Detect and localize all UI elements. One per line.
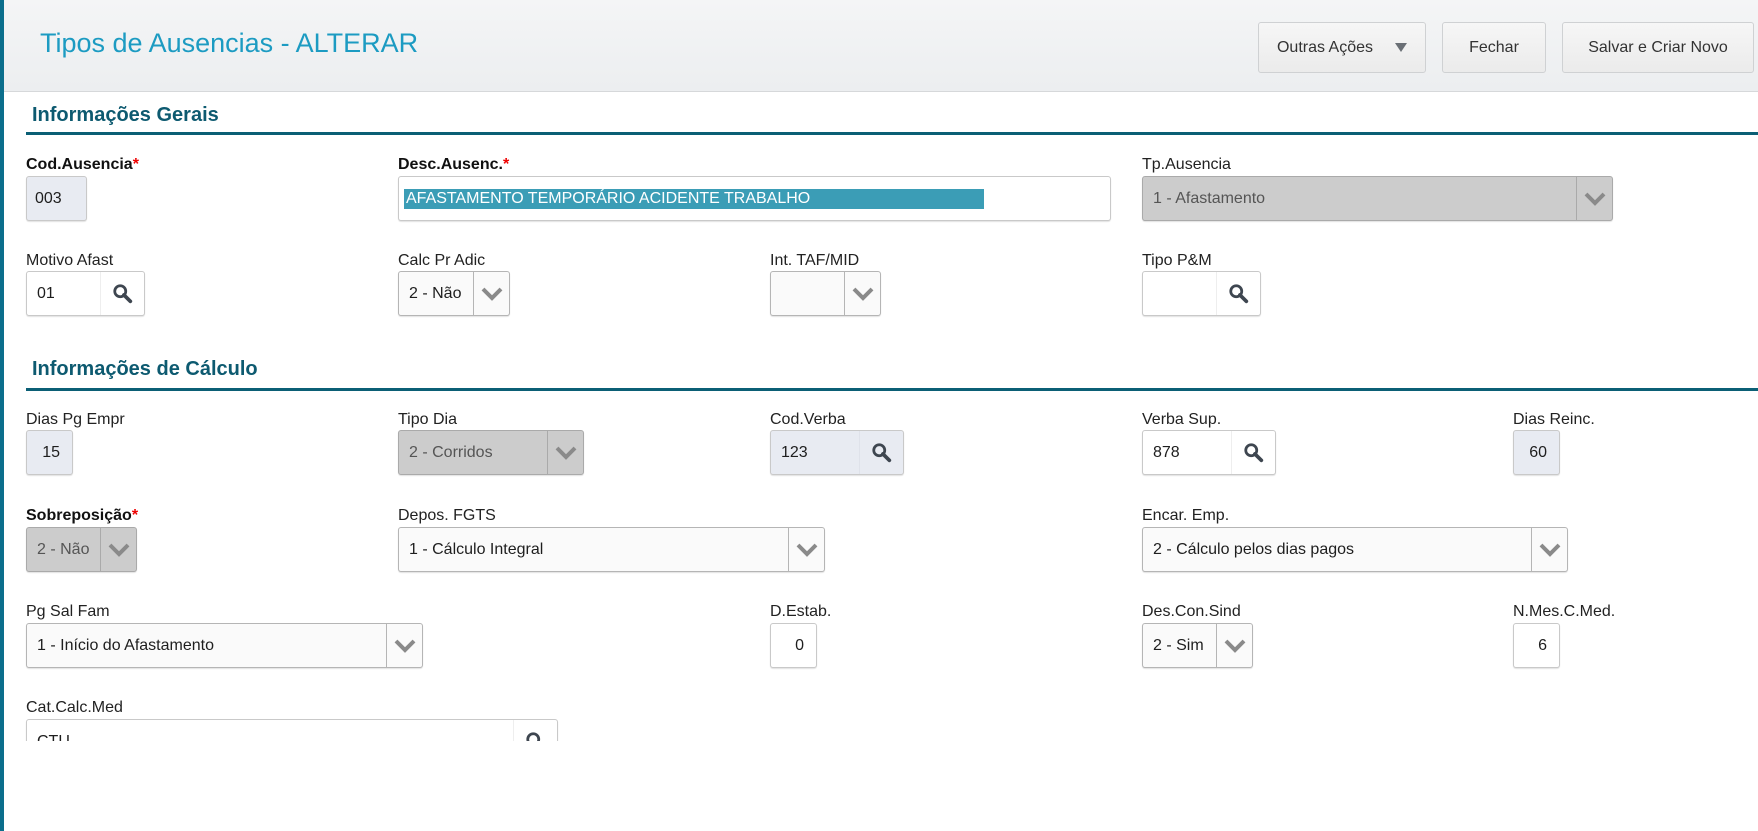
tipo-dia-select[interactable]: 2 - Corridos bbox=[398, 430, 584, 475]
chevron-down-icon[interactable] bbox=[386, 624, 422, 667]
motivo-afast-value: 01 bbox=[37, 285, 55, 302]
more-actions-label: Outras Ações bbox=[1276, 38, 1374, 56]
tp-ausencia-value: 1 - Afastamento bbox=[1153, 190, 1266, 207]
encar-emp-select[interactable]: 2 - Cálculo pelos dias pagos bbox=[1142, 527, 1568, 572]
des-con-sind-select[interactable]: 2 - Sim bbox=[1142, 623, 1253, 668]
section-title-calc: Informações de Cálculo bbox=[32, 358, 258, 380]
sobreposicao-value: 2 - Não bbox=[37, 541, 90, 558]
calc-pr-adic-value: 2 - Não bbox=[409, 285, 462, 302]
tipo-dia-value: 2 - Corridos bbox=[409, 444, 493, 461]
search-icon[interactable] bbox=[100, 272, 144, 315]
desc-ausenc-label: Desc.Ausenc.* bbox=[398, 156, 510, 173]
tp-ausencia-label: Tp.Ausencia bbox=[1142, 156, 1231, 173]
dias-reinc-label: Dias Reinc. bbox=[1513, 411, 1595, 428]
cat-calc-med-input[interactable]: CTU bbox=[26, 719, 558, 741]
close-button[interactable]: Fechar bbox=[1442, 22, 1546, 73]
desc-ausenc-input[interactable]: AFASTAMENTO TEMPORÁRIO ACIDENTE TRABALHO bbox=[398, 176, 1111, 221]
section-divider bbox=[26, 132, 1758, 135]
chevron-down-icon[interactable] bbox=[788, 528, 824, 571]
d-estab-label: D.Estab. bbox=[770, 603, 832, 620]
cod-ausencia-label: Cod.Ausencia* bbox=[26, 156, 139, 173]
motivo-afast-input[interactable]: 01 bbox=[26, 271, 145, 316]
search-icon[interactable] bbox=[1231, 431, 1275, 474]
chevron-down-icon[interactable] bbox=[547, 431, 583, 474]
form-content: Tipos de Ausencias - ALTERAR Outras Açõe… bbox=[4, 0, 1758, 741]
depos-fgts-value: 1 - Cálculo Integral bbox=[409, 541, 544, 558]
page-title: Tipos de Ausencias - ALTERAR bbox=[40, 28, 419, 58]
sobreposicao-label: Sobreposição* bbox=[26, 507, 139, 524]
pg-sal-fam-select[interactable]: 1 - Início do Afastamento bbox=[26, 623, 423, 668]
section-title-general: Informações Gerais bbox=[32, 104, 219, 126]
verba-sup-value: 878 bbox=[1153, 444, 1180, 461]
tp-ausencia-select[interactable]: 1 - Afastamento bbox=[1142, 176, 1613, 221]
selected-text: AFASTAMENTO TEMPORÁRIO ACIDENTE TRABALHO bbox=[404, 189, 984, 209]
motivo-afast-label: Motivo Afast bbox=[26, 252, 114, 269]
d-estab-value: 0 bbox=[795, 637, 804, 654]
int-taf-mid-select[interactable] bbox=[770, 271, 881, 316]
depos-fgts-select[interactable]: 1 - Cálculo Integral bbox=[398, 527, 825, 572]
chevron-down-icon[interactable] bbox=[1576, 177, 1612, 220]
dias-pg-empr-label: Dias Pg Empr bbox=[26, 411, 125, 428]
chevron-down-icon[interactable] bbox=[1216, 624, 1252, 667]
chevron-down-icon[interactable] bbox=[473, 272, 509, 315]
pg-sal-fam-label: Pg Sal Fam bbox=[26, 603, 110, 620]
tipo-pm-input[interactable] bbox=[1142, 271, 1261, 316]
sobreposicao-select[interactable]: 2 - Não bbox=[26, 527, 137, 572]
dias-reinc-field[interactable]: 60 bbox=[1513, 430, 1560, 475]
chevron-down-icon[interactable] bbox=[844, 272, 880, 315]
chevron-down-icon[interactable] bbox=[100, 528, 136, 571]
verba-sup-input[interactable]: 878 bbox=[1142, 430, 1276, 475]
n-mes-c-med-value: 6 bbox=[1538, 637, 1547, 654]
cat-calc-med-value: CTU bbox=[37, 720, 70, 741]
pg-sal-fam-value: 1 - Início do Afastamento bbox=[37, 637, 214, 654]
required-mark: * bbox=[131, 507, 139, 524]
dias-pg-empr-value: 15 bbox=[42, 444, 60, 461]
verba-sup-label: Verba Sup. bbox=[1142, 411, 1222, 428]
d-estab-input[interactable]: 0 bbox=[770, 623, 817, 668]
n-mes-c-med-label: N.Mes.C.Med. bbox=[1513, 603, 1616, 620]
tipo-dia-label: Tipo Dia bbox=[398, 411, 457, 428]
n-mes-c-med-input[interactable]: 6 bbox=[1513, 623, 1560, 668]
cod-verba-input[interactable]: 123 bbox=[770, 430, 904, 475]
search-icon[interactable] bbox=[513, 720, 557, 741]
save-and-new-button[interactable]: Salvar e Criar Novo bbox=[1562, 22, 1754, 73]
cat-calc-med-label: Cat.Calc.Med bbox=[26, 699, 123, 716]
encar-emp-label: Encar. Emp. bbox=[1142, 507, 1230, 524]
dias-reinc-value: 60 bbox=[1529, 444, 1547, 461]
required-mark: * bbox=[132, 156, 139, 173]
calc-pr-adic-label: Calc Pr Adic bbox=[398, 252, 486, 269]
calc-pr-adic-select[interactable]: 2 - Não bbox=[398, 271, 510, 316]
tipo-pm-label: Tipo P&M bbox=[1142, 252, 1212, 269]
section-divider bbox=[26, 388, 1758, 391]
more-actions-button[interactable]: Outras Ações bbox=[1258, 22, 1426, 73]
dias-pg-empr-field[interactable]: 15 bbox=[26, 430, 73, 475]
required-mark: * bbox=[502, 156, 510, 173]
cod-verba-label: Cod.Verba bbox=[770, 411, 846, 428]
caret-down-icon bbox=[1395, 43, 1408, 52]
encar-emp-value: 2 - Cálculo pelos dias pagos bbox=[1153, 541, 1355, 558]
search-icon[interactable] bbox=[1216, 272, 1260, 315]
search-icon[interactable] bbox=[859, 431, 903, 474]
chevron-down-icon[interactable] bbox=[1531, 528, 1567, 571]
left-accent-bar bbox=[0, 0, 4, 831]
int-taf-mid-label: Int. TAF/MID bbox=[770, 252, 860, 269]
cod-ausencia-value: 003 bbox=[35, 190, 62, 207]
cod-verba-value: 123 bbox=[781, 444, 808, 461]
des-con-sind-value: 2 - Sim bbox=[1153, 637, 1204, 654]
cod-ausencia-field[interactable]: 003 bbox=[26, 176, 87, 221]
des-con-sind-label: Des.Con.Sind bbox=[1142, 603, 1241, 620]
depos-fgts-label: Depos. FGTS bbox=[398, 507, 496, 524]
